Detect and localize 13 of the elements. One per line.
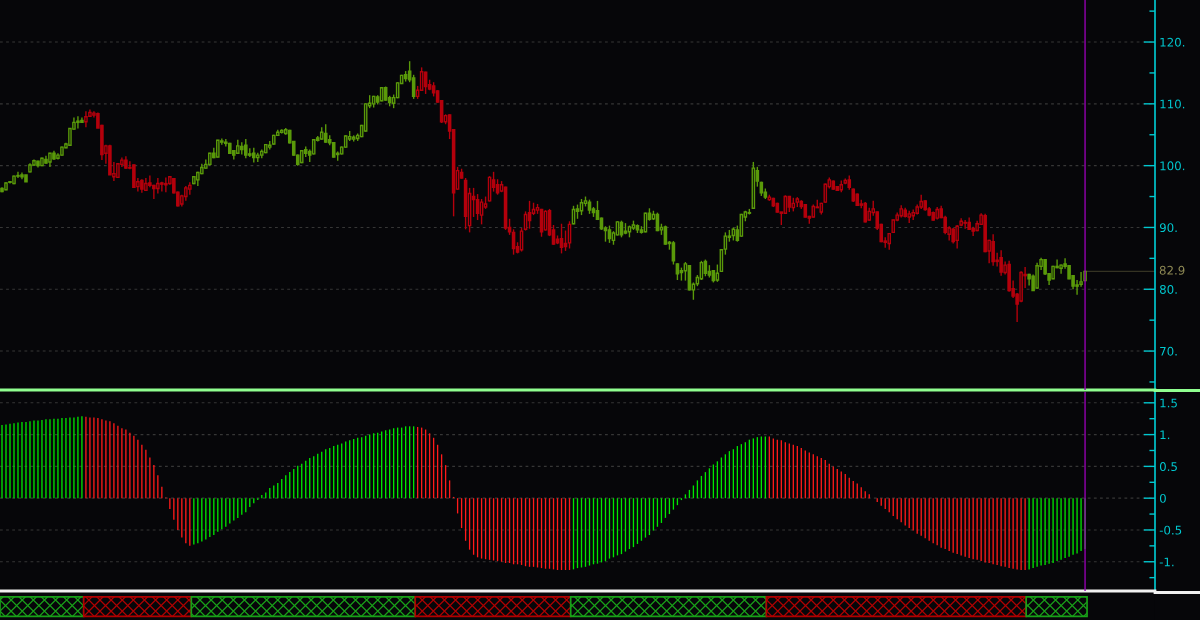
y-tick-label: 0.5: [1159, 462, 1177, 472]
y-tick-label: -1.: [1159, 557, 1174, 567]
y-tick-label: 70.: [1160, 346, 1177, 356]
y-tick-label: 100.: [1160, 161, 1185, 171]
y-tick-label: -0.5: [1159, 525, 1182, 535]
y-tick-label: 1.5: [1160, 398, 1177, 408]
y-tick-label: 90.: [1159, 223, 1177, 233]
y-tick-label: 110.: [1160, 99, 1185, 109]
y-tick-label: 120.: [1160, 37, 1185, 47]
ref-line-label: 82.9: [1159, 265, 1185, 275]
y-tick-label: 80.: [1159, 284, 1177, 294]
y-tick-label: 1.: [1160, 430, 1170, 440]
y-tick-label: 0: [1159, 493, 1166, 503]
